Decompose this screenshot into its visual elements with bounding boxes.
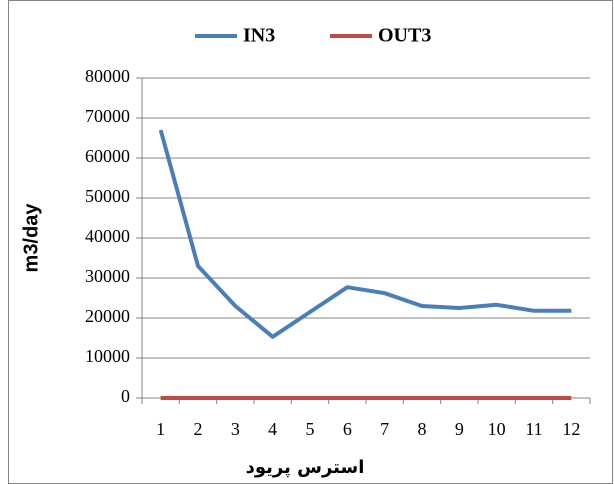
legend-label: OUT3 [378,25,431,47]
line-series [158,129,572,339]
x-tick-label: 2 [194,419,203,439]
y-tick-label: 0 [121,386,130,406]
x-tick-label: 7 [380,419,389,439]
x-tick-label: 11 [525,419,542,439]
x-tick-label: 3 [231,419,240,439]
x-tick-label: 9 [455,419,464,439]
x-tick-label: 4 [268,419,277,439]
x-tick-label: 5 [306,419,315,439]
y-tick-label: 10000 [85,346,130,366]
x-axis-label: استرس پریود [246,457,365,478]
y-tick-label: 70000 [85,106,130,126]
y-tick-label: 80000 [85,66,130,86]
chart-frame [8,0,613,484]
y-tick-label: 40000 [85,226,130,246]
x-tick-label: 10 [488,419,506,439]
y-axis-label: m3/day [20,203,42,273]
x-tick-label: 12 [562,419,580,439]
y-tick-label: 60000 [85,146,130,166]
legend-label: IN3 [243,25,275,47]
y-tick-label: 20000 [85,306,130,326]
x-tick-label: 1 [156,419,165,439]
y-tick-label: 50000 [85,186,130,206]
y-tick-label: 30000 [85,266,130,286]
x-tick-label: 6 [343,419,352,439]
x-tick-label: 8 [418,419,427,439]
